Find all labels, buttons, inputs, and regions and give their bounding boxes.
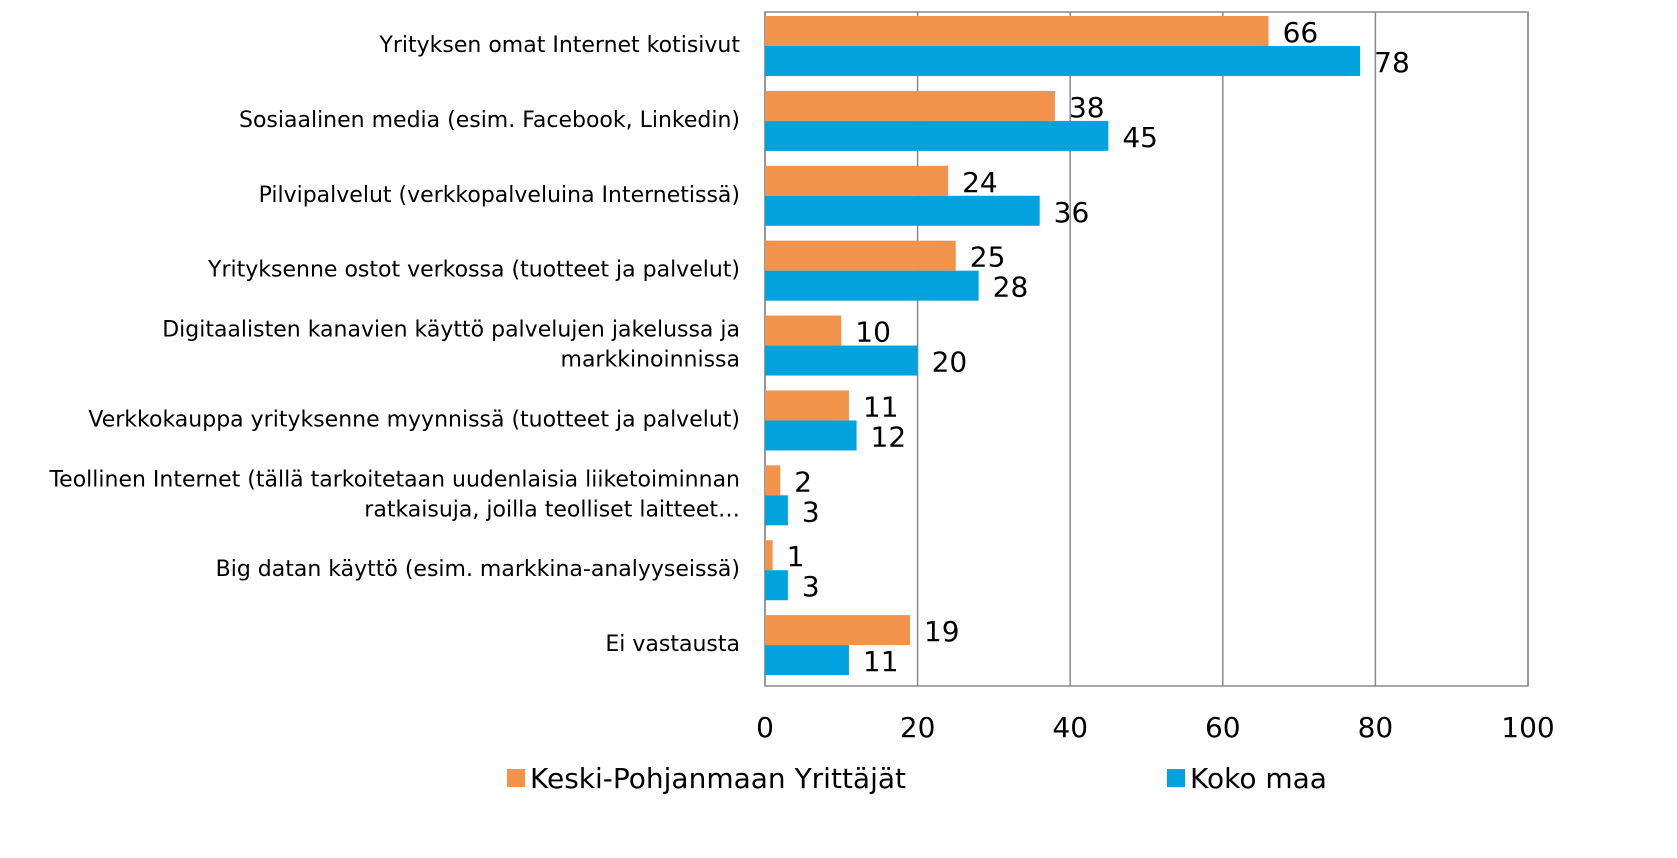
data-label: 10: [855, 316, 891, 349]
category-label: Ei vastausta: [605, 632, 740, 657]
bar: [765, 570, 788, 601]
data-label: 38: [1069, 91, 1105, 124]
data-label: 45: [1122, 121, 1158, 154]
category-label: Teollinen Internet (tällä tarkoitetaan u…: [48, 467, 740, 522]
data-label: 24: [962, 166, 998, 199]
data-label: 11: [863, 390, 899, 423]
data-label: 66: [1283, 16, 1319, 49]
category-label: Big datan käyttö (esim. markkina-analyys…: [216, 557, 740, 582]
bar: [765, 46, 1361, 76]
bar: [765, 615, 910, 646]
legend-label: Keski-Pohjanmaan Yrittäjät: [530, 762, 906, 795]
bar: [765, 165, 949, 196]
category-line: ratkaisuja, joilla teolliset laitteet…: [364, 497, 740, 522]
legend-swatch: [507, 769, 525, 787]
category-label: Pilvipalvelut (verkkopalveluina Internet…: [259, 183, 740, 208]
x-tick-label: 100: [1501, 711, 1554, 744]
x-tick-label: 80: [1358, 711, 1394, 744]
bar: [765, 345, 918, 376]
x-tick-label: 40: [1052, 711, 1088, 744]
x-tick-label: 60: [1205, 711, 1241, 744]
bar: [765, 495, 788, 526]
data-label: 1: [787, 540, 805, 573]
legend-label: Koko maa: [1190, 762, 1327, 795]
category-label: Verkkokauppa yrityksenne myynnissä (tuot…: [88, 407, 740, 432]
data-label: 3: [802, 495, 820, 528]
bar: [765, 90, 1055, 121]
data-label: 2: [794, 465, 812, 498]
data-label: 36: [1054, 196, 1090, 229]
category-line: Teollinen Internet (tällä tarkoitetaan u…: [48, 467, 740, 492]
bar: [765, 195, 1040, 226]
category-label: Yrityksen omat Internet kotisivut: [378, 33, 740, 58]
bar: [765, 645, 849, 676]
bar: [765, 120, 1109, 151]
data-label: 12: [871, 420, 907, 453]
data-label: 11: [863, 645, 899, 678]
bar: [765, 315, 842, 346]
bar: [765, 16, 1269, 46]
category-line: markkinoinnissa: [561, 348, 740, 373]
data-label: 78: [1374, 46, 1410, 79]
data-label: 3: [802, 570, 820, 603]
bar: [765, 540, 773, 571]
category-label: Digitaalisten kanavien käyttö palvelujen…: [162, 318, 740, 373]
category-line: Sosiaalinen media (esim. Facebook, Linke…: [239, 108, 740, 133]
category-line: Pilvipalvelut (verkkopalveluina Internet…: [259, 183, 740, 208]
category-line: Yrityksen omat Internet kotisivut: [378, 33, 740, 58]
legend-swatch: [1167, 769, 1185, 787]
category-line: Big datan käyttö (esim. markkina-analyys…: [216, 557, 740, 582]
category-line: Digitaalisten kanavien käyttö palvelujen…: [162, 318, 740, 343]
bar: [765, 240, 956, 271]
bar: [765, 465, 781, 496]
bar: [765, 420, 857, 451]
bar: [765, 390, 849, 421]
category-label: Sosiaalinen media (esim. Facebook, Linke…: [239, 108, 740, 133]
data-label: 28: [993, 271, 1029, 304]
data-label: 19: [924, 615, 960, 648]
x-tick-label: 20: [900, 711, 936, 744]
category-line: Ei vastausta: [605, 632, 740, 657]
data-label: 25: [970, 241, 1006, 274]
category-line: Yrityksenne ostot verkossa (tuotteet ja …: [207, 258, 740, 283]
bar: [765, 270, 979, 301]
category-line: Verkkokauppa yrityksenne myynnissä (tuot…: [88, 407, 740, 432]
category-label: Yrityksenne ostot verkossa (tuotteet ja …: [207, 258, 740, 283]
x-tick-label: 0: [756, 711, 774, 744]
data-label: 20: [932, 346, 968, 379]
